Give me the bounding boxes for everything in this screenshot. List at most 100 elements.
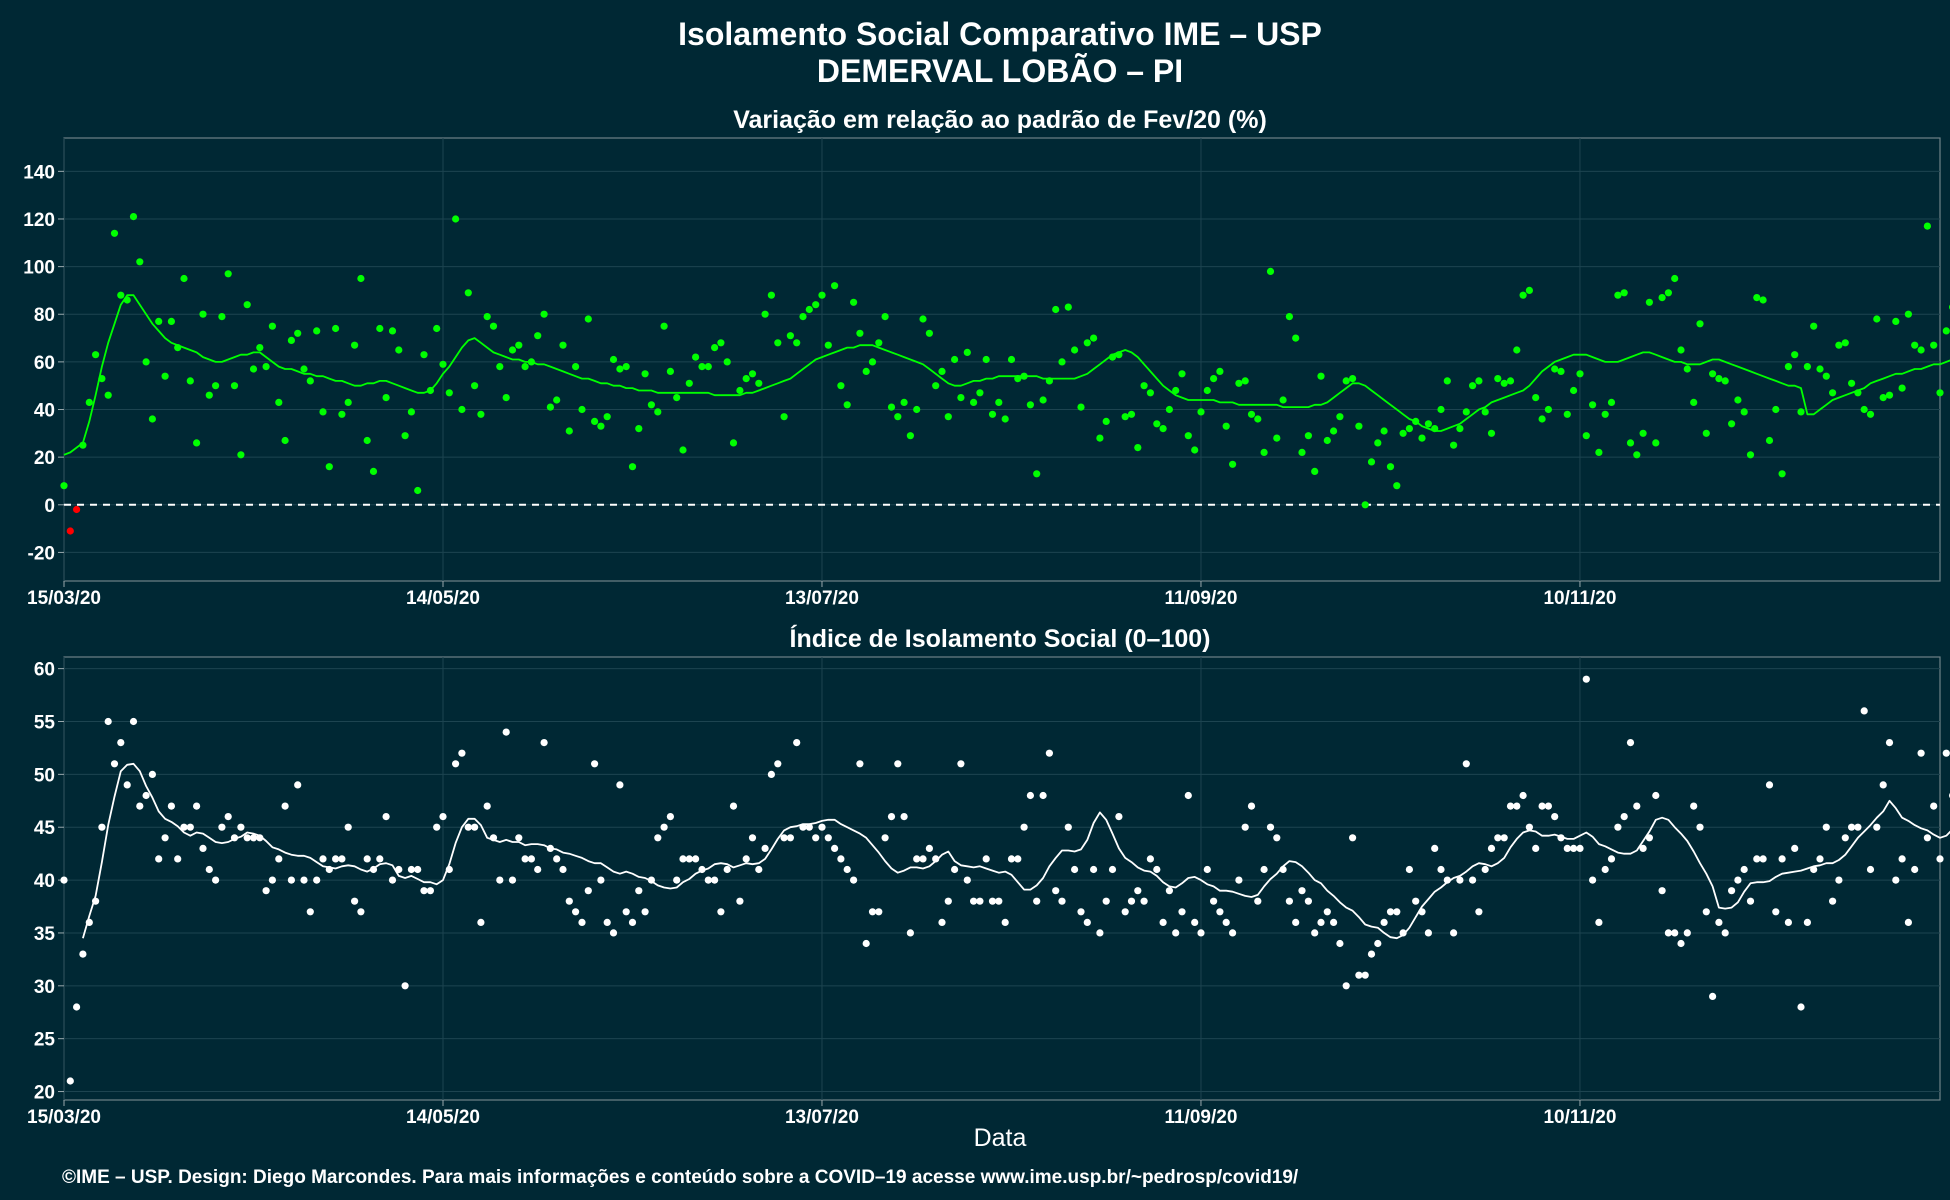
x-tick-label: 14/05/20: [406, 1107, 480, 1128]
y-tick-label: -20: [28, 543, 55, 564]
data-point: [1690, 802, 1698, 810]
data-point: [1633, 451, 1641, 459]
data-point: [1026, 791, 1034, 800]
data-point: [79, 950, 87, 958]
data-point: [1791, 844, 1799, 853]
data-point: [414, 865, 422, 874]
data-point: [407, 408, 415, 416]
data-point: [129, 717, 138, 726]
data-point: [1601, 410, 1609, 418]
data-point: [1229, 929, 1237, 937]
data-point: [1639, 844, 1647, 853]
data-point: [1090, 334, 1098, 342]
data-point: [1544, 802, 1552, 810]
x-tick-label: 15/03/20: [27, 588, 101, 609]
data-point: [729, 802, 738, 810]
data-point: [793, 739, 801, 747]
data-point: [1292, 918, 1300, 927]
data-point: [647, 401, 656, 409]
data-point: [1304, 897, 1312, 905]
data-point: [1709, 992, 1717, 1001]
data-point: [875, 908, 883, 916]
data-point: [1652, 791, 1660, 800]
data-point: [1431, 844, 1439, 853]
data-point: [1683, 929, 1691, 937]
data-point: [117, 739, 125, 747]
data-point: [1570, 844, 1578, 853]
data-point: [66, 527, 74, 535]
data-point: [1108, 865, 1117, 874]
data-point: [426, 386, 434, 395]
data-point: [1797, 1003, 1805, 1011]
data-point: [660, 823, 668, 831]
data-point: [281, 802, 289, 810]
variation-plot-area: [63, 137, 1941, 582]
data-point: [1102, 417, 1110, 425]
data-point: [382, 394, 390, 402]
data-point: [1254, 415, 1262, 423]
data-point: [1393, 482, 1401, 490]
data-point: [578, 918, 586, 927]
data-point: [534, 865, 542, 874]
data-point: [1115, 813, 1123, 821]
data-point: [843, 865, 851, 874]
data-point: [357, 274, 365, 283]
data-point: [1696, 823, 1704, 831]
data-point: [515, 834, 523, 842]
data-point: [1746, 897, 1755, 905]
data-point: [824, 341, 832, 349]
data-point: [894, 760, 902, 768]
main-title-line2: DEMERVAL LOBÃO – PI: [817, 53, 1183, 89]
data-point: [1153, 420, 1161, 428]
data-point: [609, 355, 618, 364]
data-point: [1772, 405, 1780, 414]
data-point: [388, 327, 397, 335]
data-point: [1273, 434, 1281, 442]
y-tick-label: 80: [34, 305, 55, 326]
data-point: [167, 317, 175, 325]
data-point: [1885, 391, 1894, 399]
data-point: [180, 823, 188, 831]
data-point: [862, 939, 870, 948]
data-point: [313, 327, 321, 335]
x-tick-label: 11/09/20: [1165, 1107, 1238, 1128]
data-point: [1879, 781, 1887, 789]
data-point: [1285, 897, 1293, 905]
index-plot-area: [63, 656, 1941, 1101]
data-point: [1172, 929, 1180, 937]
data-point: [148, 770, 156, 779]
data-point: [553, 855, 561, 863]
data-point: [812, 834, 820, 842]
data-point: [704, 363, 712, 371]
data-point: [104, 391, 112, 399]
index-panel: Índice de Isolamento Social (0–100) 20 25…: [27, 624, 1950, 1128]
data-point: [275, 398, 283, 406]
data-point: [1064, 823, 1072, 831]
data-point: [925, 844, 934, 853]
data-point: [1266, 823, 1275, 831]
data-point: [1765, 781, 1774, 789]
data-point: [906, 929, 915, 937]
data-point: [136, 802, 144, 810]
data-point: [843, 401, 851, 409]
data-point: [357, 908, 365, 916]
data-point: [1481, 408, 1489, 416]
data-point: [1570, 386, 1578, 395]
data-point: [546, 844, 555, 853]
data-point: [666, 813, 675, 821]
data-point: [1083, 339, 1091, 347]
data-point: [376, 855, 384, 863]
data-point: [73, 1003, 81, 1011]
y-tick-label: 25: [34, 1030, 56, 1051]
data-point: [628, 463, 637, 471]
data-point: [748, 370, 757, 378]
variation-y-axis: -20 0 20 40 60 80 100 120 140: [23, 162, 64, 564]
data-point: [464, 823, 472, 831]
y-tick-label: 60: [34, 353, 55, 374]
data-point: [1298, 887, 1306, 895]
data-point: [1658, 887, 1666, 895]
data-point: [622, 908, 630, 916]
data-point: [1052, 305, 1060, 314]
data-point: [1014, 375, 1022, 383]
data-point: [1367, 950, 1376, 958]
